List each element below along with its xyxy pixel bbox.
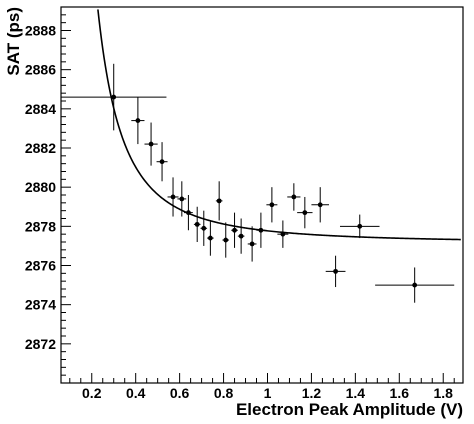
data-marker — [269, 202, 275, 208]
data-marker — [357, 223, 363, 229]
data-marker — [238, 233, 244, 239]
data-marker — [317, 202, 323, 208]
data-marker — [207, 235, 213, 241]
data-point-20 — [297, 196, 313, 229]
y-tick-label: 2876 — [25, 258, 56, 274]
x-tick-label: 1.6 — [390, 385, 410, 401]
plot-content — [61, 9, 461, 303]
data-point-23 — [339, 214, 380, 239]
data-point-12 — [222, 222, 230, 258]
data-marker — [179, 196, 185, 202]
x-axis: 0.2 0.4 0.6 0.8 1 1.2 1.4 1.6 1.8 — [69, 373, 455, 401]
x-tick-label: 1 — [264, 385, 272, 401]
data-point-5 — [167, 177, 179, 217]
data-marker — [223, 237, 229, 243]
data-marker — [148, 141, 154, 147]
data-marker — [291, 194, 297, 200]
y-tick-label: 2872 — [25, 336, 56, 352]
data-point-7 — [184, 195, 193, 231]
data-point-4 — [156, 142, 168, 182]
data-point-8 — [193, 206, 201, 242]
data-point-24 — [375, 267, 455, 303]
data-marker — [258, 227, 264, 233]
data-point-16 — [256, 212, 266, 248]
y-axis-title: SAT (ps) — [4, 7, 23, 76]
data-marker — [412, 282, 418, 288]
x-axis-title: Electron Peak Amplitude (V) — [236, 400, 463, 419]
data-point-3 — [144, 122, 158, 166]
data-point-2 — [131, 97, 145, 145]
y-tick-label: 2878 — [25, 218, 56, 234]
data-point-11 — [215, 181, 223, 221]
data-point-10 — [207, 220, 214, 256]
data-marker — [201, 225, 207, 231]
fit-curve — [97, 9, 461, 241]
y-tick-label: 2888 — [25, 23, 56, 39]
x-tick-label: 0.6 — [170, 385, 190, 401]
y-tick-label: 2884 — [25, 101, 56, 117]
data-point-9 — [200, 210, 208, 246]
data-marker — [186, 210, 191, 216]
data-point-13 — [231, 212, 238, 248]
data-point-6 — [177, 181, 187, 217]
x-tick-label: 1.2 — [302, 385, 322, 401]
y-tick-label: 2886 — [25, 62, 56, 78]
data-marker — [111, 94, 117, 100]
data-marker — [194, 221, 200, 227]
x-tick-label: 0.2 — [82, 385, 102, 401]
data-marker — [302, 210, 308, 216]
data-marker — [280, 231, 286, 237]
data-marker — [170, 194, 176, 200]
y-tick-label: 2874 — [25, 297, 56, 313]
y-tick-label: 2880 — [25, 179, 56, 195]
data-marker — [249, 241, 255, 247]
data-marker — [232, 227, 237, 233]
y-axis: 2872 2874 2876 2878 2880 2882 2884 2886 2888 — [25, 6, 71, 376]
x-tick-label: 0.4 — [126, 385, 146, 401]
data-marker — [135, 118, 141, 123]
data-marker — [333, 268, 338, 274]
y-tick-label: 2882 — [25, 140, 56, 156]
data-point-21 — [311, 187, 329, 223]
data-point-18 — [277, 220, 289, 248]
data-point-15 — [247, 226, 257, 262]
data-marker — [216, 198, 222, 204]
data-point-22 — [325, 255, 346, 288]
data-point-17 — [266, 187, 278, 223]
x-tick-label: 1.8 — [433, 385, 453, 401]
data-marker — [159, 159, 165, 165]
data-point-19 — [287, 183, 301, 211]
data-point-14 — [237, 218, 245, 254]
x-tick-label: 0.8 — [214, 385, 234, 401]
x-tick-label: 1.4 — [346, 385, 366, 401]
data-point-1 — [61, 63, 167, 131]
